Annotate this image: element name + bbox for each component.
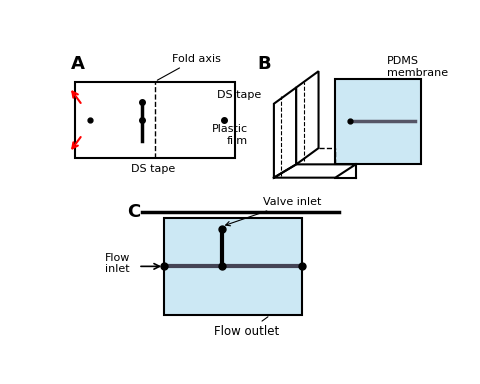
Text: PDMS
membrane: PDMS membrane [387,56,448,78]
Polygon shape [296,71,319,164]
Bar [335,79,421,164]
Text: Plastic
film: Plastic film [212,124,248,146]
Text: Valve inlet: Valve inlet [226,197,321,226]
Text: B: B [257,55,271,73]
Text: C: C [127,203,140,221]
Text: Fold axis: Fold axis [157,54,220,80]
Polygon shape [274,88,296,178]
Text: A: A [71,55,85,73]
Bar [75,81,235,159]
Text: Flow outlet: Flow outlet [215,317,280,339]
Bar [164,218,302,315]
Text: Flow
inlet: Flow inlet [105,253,130,274]
Text: DS tape: DS tape [131,164,175,174]
Text: DS tape: DS tape [216,90,261,100]
